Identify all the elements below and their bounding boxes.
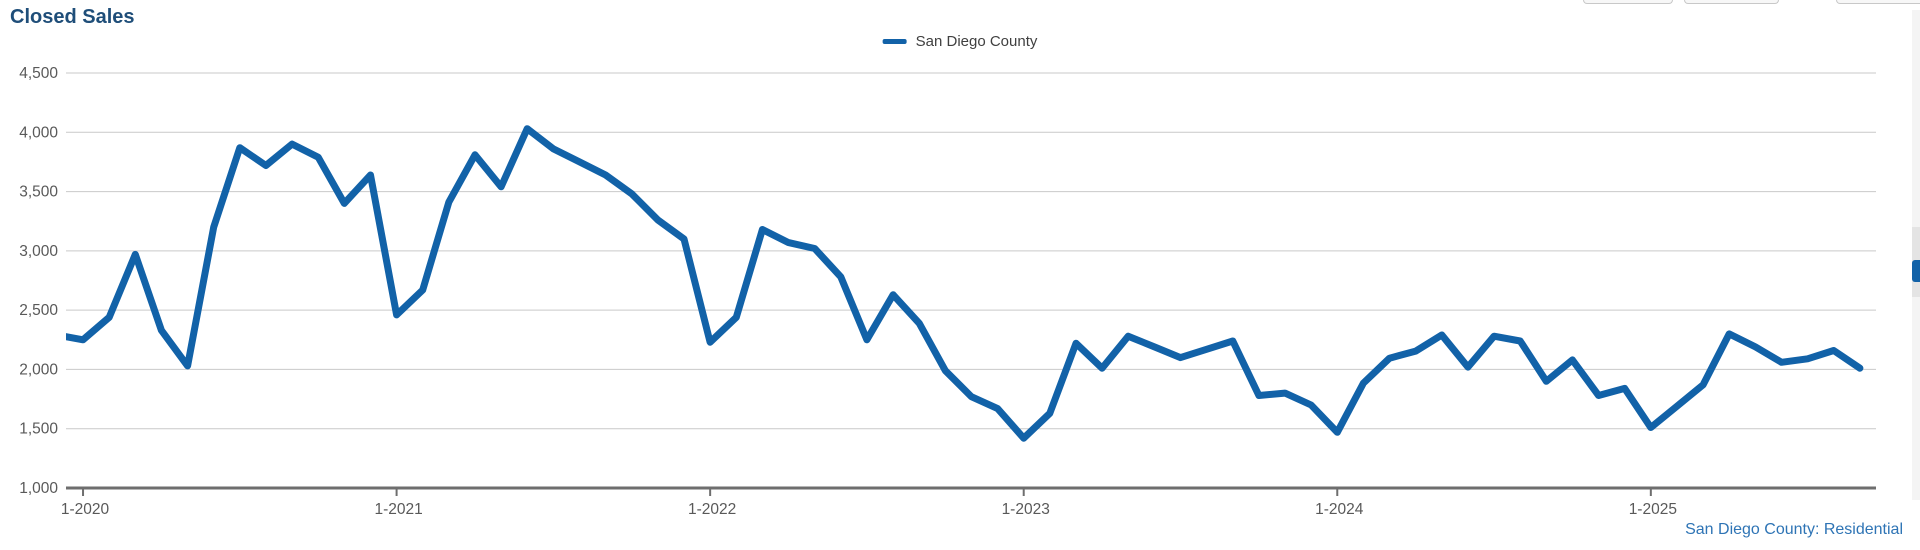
legend-label: San Diego County (915, 33, 1038, 50)
y-tick-label: 2,500 (19, 302, 58, 319)
right-scroll-strip[interactable] (1912, 10, 1920, 500)
gridlines (66, 72, 1876, 430)
scroll-thumb[interactable] (1912, 260, 1920, 282)
x-tick-label: 1-2025 (1629, 501, 1677, 518)
y-tick-label: 1,500 (19, 421, 58, 438)
x-axis-labels: 1-2020 1-2021 1-2022 1-2023 1-2024 1-2025 (61, 501, 1677, 518)
y-tick-label: 1,000 (19, 480, 58, 497)
x-tick-label: 1-2021 (374, 501, 422, 518)
series-line-san-diego-county (66, 125, 1864, 442)
x-tick-label: 1-2020 (61, 501, 110, 518)
x-tick-label: 1-2023 (1002, 501, 1050, 518)
y-tick-label: 4,500 (19, 65, 58, 82)
x-axis (66, 486, 1876, 496)
x-tick-label: 1-2024 (1315, 501, 1364, 518)
legend-item-san-diego-county[interactable]: San Diego County (882, 33, 1038, 50)
y-tick-label: 3,000 (19, 243, 58, 260)
y-tick-label: 2,000 (19, 361, 58, 378)
cropped-tab-stub[interactable] (1684, 0, 1779, 4)
cropped-tab-stub[interactable] (1836, 0, 1920, 4)
x-tick-label: 1-2022 (688, 501, 736, 518)
page-title: Closed Sales (10, 6, 135, 28)
y-tick-label: 4,000 (19, 124, 58, 141)
legend-line-swatch (882, 39, 907, 44)
y-tick-label: 3,500 (19, 184, 58, 201)
cropped-tab-stub[interactable] (1583, 0, 1673, 4)
report-footer-link[interactable]: San Diego County: Residential (1685, 521, 1903, 538)
y-axis-labels: 1,000 1,500 2,000 2,500 3,000 3,500 4,000 4,500 (19, 65, 58, 497)
